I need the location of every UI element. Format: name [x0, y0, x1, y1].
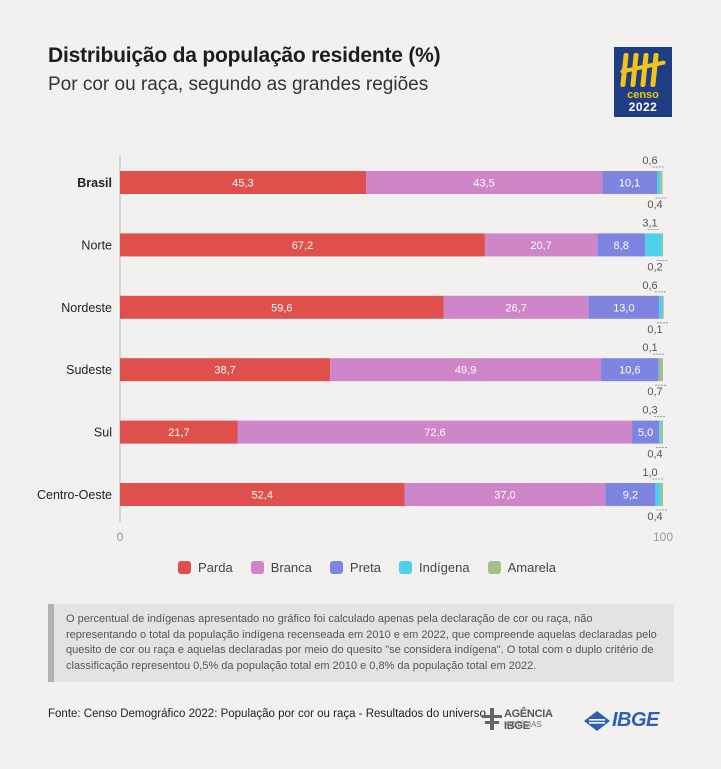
data-label: 8,8	[614, 240, 629, 252]
category-label: Brasil	[77, 176, 112, 190]
legend-label: Branca	[270, 560, 312, 575]
data-label: 20,7	[530, 240, 551, 252]
chart-subtitle: Por cor ou raça, segundo as grandes regi…	[48, 74, 429, 95]
data-label: 10,6	[619, 365, 640, 377]
data-label: 10,1	[619, 178, 640, 190]
bar-segment-branca	[330, 358, 602, 382]
bar-segment-indígena	[655, 483, 661, 506]
bar-segment-amarela	[660, 171, 663, 194]
data-label-amarela: 0,1	[647, 324, 662, 336]
bar-segment-amarela	[660, 420, 663, 444]
agencia-icon	[482, 708, 502, 730]
censo-2022-logo: censo 2022	[614, 47, 672, 117]
bar-segment-branca	[404, 483, 606, 506]
bar-segment-branca	[365, 171, 603, 194]
bar-segment-preta	[588, 295, 660, 319]
bar-segment-parda	[120, 358, 331, 382]
data-label-indigena: 3,1	[642, 217, 657, 229]
category-label: Sudeste	[66, 363, 112, 377]
category-label: Sul	[94, 426, 112, 440]
ibge-symbol-icon	[584, 711, 610, 731]
legend-swatch	[329, 561, 343, 574]
legend-label: Parda	[198, 560, 233, 575]
bar-segment-preta	[601, 358, 659, 382]
x-tick-label: 100	[653, 530, 673, 544]
bar-segment-preta	[597, 233, 646, 257]
bar-segment-amarela	[662, 295, 664, 319]
data-label-indigena: 0,3	[642, 405, 657, 417]
x-tick-label: 0	[117, 530, 124, 544]
bar-segment-parda	[120, 295, 444, 319]
data-label: 21,7	[168, 427, 189, 439]
methodology-note: O percentual de indígenas apresentado no…	[48, 604, 674, 682]
bar-segment-preta	[632, 420, 660, 444]
chart-title: Distribuição da população residente (%)	[48, 44, 441, 67]
agencia-sublabel: NOTÍCIAS	[504, 720, 542, 729]
data-label: 9,2	[623, 490, 638, 502]
bar-segment-preta	[602, 171, 658, 194]
logo-text-year: 2022	[628, 100, 658, 114]
bar-segment-branca	[484, 233, 598, 257]
data-label: 43,5	[473, 178, 494, 190]
bar-segment-parda	[120, 171, 366, 194]
bar-segment-indígena	[659, 295, 663, 319]
legend-item: Preta	[329, 560, 381, 575]
legend-swatch	[250, 561, 264, 574]
bar-segment-amarela	[659, 358, 663, 382]
source-text: Fonte: Censo Demográfico 2022: População…	[48, 708, 486, 720]
data-label: 52,4	[252, 490, 273, 502]
legend-label: Indígena	[418, 560, 470, 575]
data-label-amarela: 0,4	[647, 511, 662, 523]
data-label-amarela: 0,4	[647, 449, 662, 461]
data-label: 13,0	[613, 302, 634, 314]
data-label: 5,0	[638, 427, 653, 439]
legend-label: Amarela	[507, 560, 557, 575]
legend-swatch	[398, 561, 412, 574]
category-label: Nordeste	[61, 301, 112, 315]
data-label: 49,9	[455, 365, 476, 377]
ibge-wordmark: IBGE	[612, 709, 659, 731]
bar-segment-parda	[120, 420, 238, 444]
logo-text-censo: censo	[627, 89, 659, 101]
censo-tally-icon	[620, 53, 666, 87]
data-label: 26,7	[505, 302, 526, 314]
data-label: 59,6	[271, 302, 292, 314]
legend-item: Parda	[178, 560, 233, 575]
data-label: 38,7	[214, 365, 235, 377]
legend-item: Branca	[250, 560, 312, 575]
data-label-amarela: 0,2	[647, 261, 662, 273]
category-label: Centro-Oeste	[37, 488, 112, 502]
bar-segment-parda	[120, 483, 405, 506]
chart-legend: Parda Branca Preta Indígena Amarela	[178, 560, 574, 575]
ibge-logo: IBGE	[584, 709, 674, 731]
bar-segment-preta	[605, 483, 656, 506]
legend-swatch	[487, 561, 501, 574]
bar-segment-indígena	[645, 233, 662, 257]
category-label: Norte	[81, 238, 112, 252]
bar-segment-indígena	[657, 171, 661, 194]
legend-swatch	[178, 561, 191, 574]
data-label-indigena: 1,0	[642, 467, 657, 479]
data-label-indigena: 0,1	[642, 342, 657, 354]
legend-label: Preta	[349, 560, 381, 575]
bar-segment-branca	[443, 295, 589, 319]
data-label: 45,3	[232, 178, 253, 190]
legend-item: Amarela	[487, 560, 557, 575]
data-label: 67,2	[292, 240, 313, 252]
data-label-indigena: 0,6	[642, 280, 657, 292]
data-label: 72,6	[424, 427, 445, 439]
data-label: 37,0	[494, 490, 515, 502]
legend-item: Indígena	[398, 560, 470, 575]
bar-segment-parda	[120, 233, 485, 257]
bar-segment-branca	[237, 420, 633, 444]
bar-segment-amarela	[661, 233, 664, 257]
data-label-amarela: 0,4	[647, 199, 662, 211]
bar-segment-amarela	[660, 483, 663, 506]
data-label-indigena: 0,6	[642, 155, 657, 167]
data-label-amarela: 0,7	[647, 386, 662, 398]
agencia-ibge-logo: AGÊNCIA IBGE NOTÍCIAS	[482, 706, 578, 732]
bar-segment-indígena	[659, 420, 661, 444]
agencia-label: AGÊNCIA IBGE	[504, 708, 553, 732]
